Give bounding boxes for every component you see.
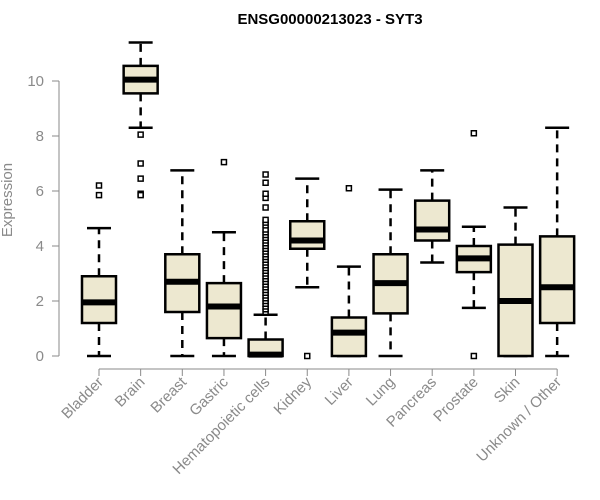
outlier-point [262,216,269,224]
outlier-point [304,352,311,360]
x-tick-label: Skin [491,374,524,407]
boxes [80,41,576,360]
chart-title: ENSG00000213023 - SYT3 [237,11,422,28]
box-group [538,126,576,358]
box-group [372,188,409,358]
outlier-point [262,171,269,178]
y-tick-label: 6 [36,183,44,200]
box-group [247,171,284,358]
outlier-point [262,190,269,197]
outlier-point [95,191,103,199]
box-group [289,177,326,360]
box-group [122,41,159,199]
box [205,281,243,340]
outlier-point [262,179,269,186]
y-axis-label: Expression [0,163,16,237]
box-group [80,182,118,358]
box-group [164,169,201,358]
y-tick-label: 4 [36,238,44,255]
box [538,235,576,325]
x-tick-label: Brain [112,374,149,411]
outlier-point [137,131,144,138]
y-tick-label: 2 [36,293,44,310]
outlier-point [345,185,353,192]
box [413,199,451,242]
outlier-point [137,175,144,182]
outlier-point [137,160,144,167]
box-group [455,130,493,360]
outlier-point [470,130,478,137]
outlier-point [137,191,144,199]
x-tick-label: Breast [147,373,190,416]
outlier-point [220,158,228,166]
box-group [330,185,368,358]
x-tick-label: Lung [363,374,399,410]
x-tick-label: Bladder [58,374,107,423]
y-tick-label: 10 [27,73,44,90]
box-group [205,158,243,358]
outlier-point [95,182,103,189]
box-group [413,169,451,264]
x-tick-label: Kidney [271,373,316,418]
y-axis: 0 2 4 6 8 10 [27,73,60,365]
y-tick-label: 0 [36,348,44,365]
box [330,316,368,358]
outlier-point [262,204,269,211]
box-group [497,206,534,358]
x-tick-label: Liver [322,374,357,409]
box [289,220,326,250]
outlier-point [470,352,478,360]
y-tick-label: 8 [36,128,44,145]
x-tick-label: Prostate [430,374,482,426]
